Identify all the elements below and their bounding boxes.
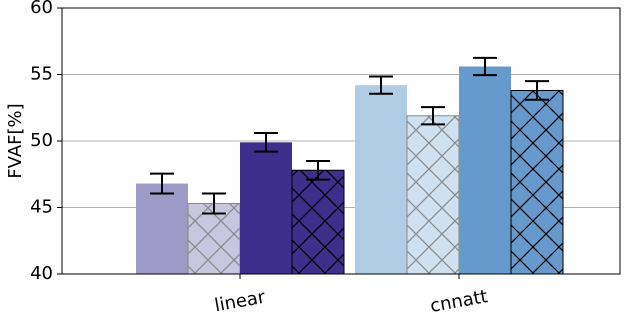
bar <box>355 85 407 274</box>
bar <box>291 169 345 275</box>
bar <box>240 142 292 274</box>
y-tick-label: 40 <box>30 263 53 284</box>
y-tick-label: 45 <box>30 197 53 218</box>
x-tick-label: linear <box>213 287 267 317</box>
y-tick-label: 55 <box>30 64 53 85</box>
plot-frame <box>61 7 621 275</box>
bar <box>459 66 511 275</box>
x-tick-label: cnnatt <box>429 286 490 317</box>
bar <box>510 89 564 275</box>
y-tick-label: 50 <box>30 130 53 151</box>
y-axis-label: FVAF[%] <box>5 103 26 178</box>
y-tick-label: 60 <box>30 0 53 18</box>
bar <box>406 115 460 275</box>
bar <box>136 183 188 274</box>
